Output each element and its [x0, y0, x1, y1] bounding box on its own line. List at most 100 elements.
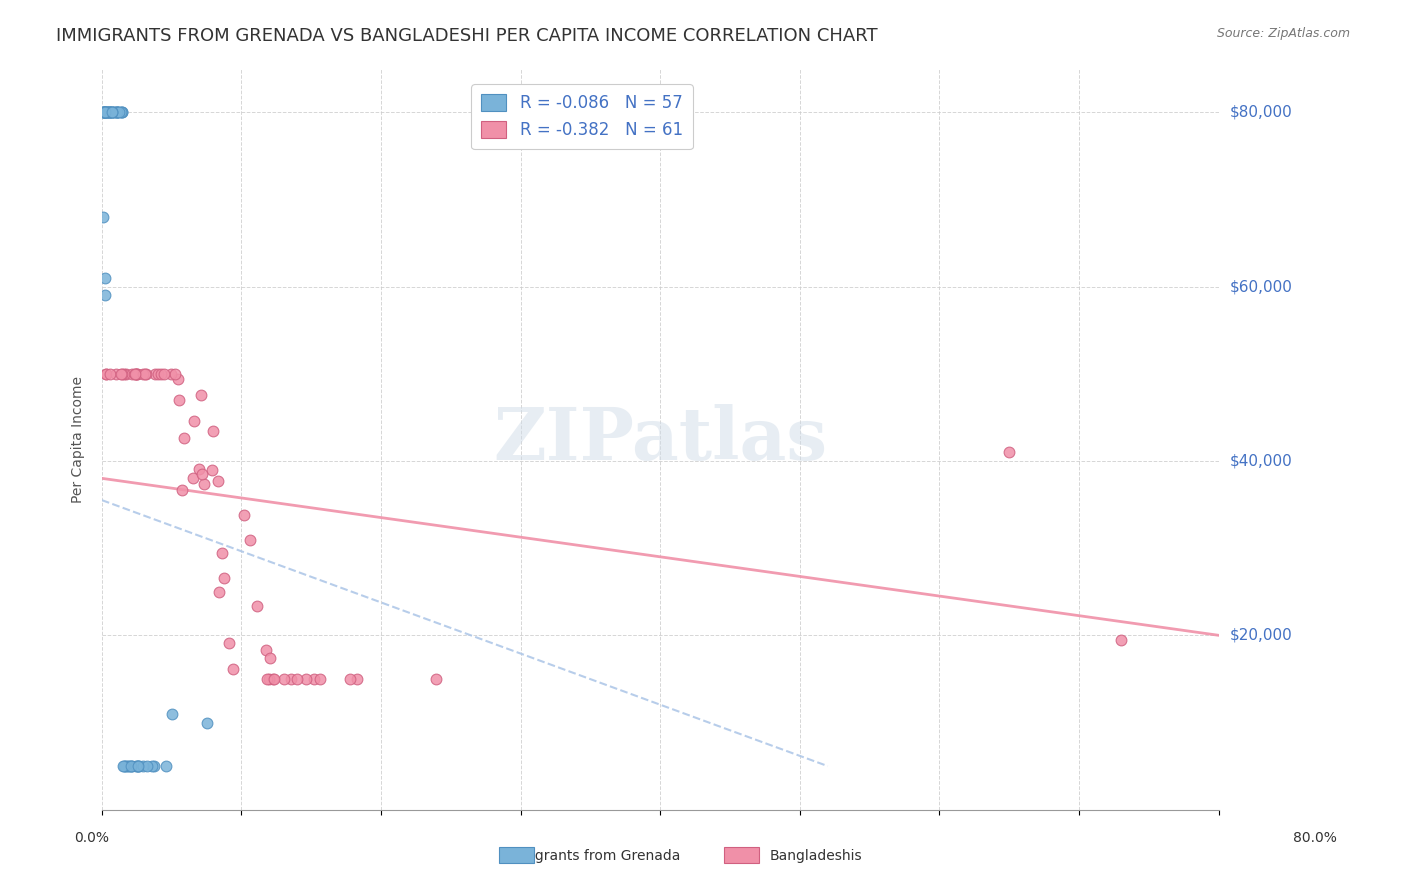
- Point: [143, 367, 166, 381]
- Point: [101, 105, 124, 120]
- Text: 80.0%: 80.0%: [1292, 831, 1337, 846]
- Point: [207, 474, 229, 488]
- Point: [114, 759, 136, 773]
- Point: [141, 759, 163, 773]
- Point: [262, 672, 284, 686]
- Point: [93, 105, 115, 120]
- Point: [111, 759, 134, 773]
- Text: 0.0%: 0.0%: [75, 831, 108, 846]
- Point: [101, 105, 124, 120]
- Point: [107, 105, 129, 120]
- Point: [98, 105, 121, 120]
- Point: [273, 672, 295, 686]
- Point: [94, 367, 117, 381]
- Point: [120, 759, 142, 773]
- Point: [100, 105, 122, 120]
- Point: [111, 105, 134, 120]
- Point: [160, 706, 183, 721]
- Point: [132, 367, 155, 381]
- Text: $20,000: $20,000: [1230, 628, 1292, 643]
- Point: [166, 372, 188, 386]
- Point: [257, 672, 280, 686]
- Point: [121, 367, 143, 381]
- Point: [107, 105, 129, 120]
- Point: [131, 759, 153, 773]
- Point: [165, 367, 187, 381]
- Point: [98, 105, 121, 120]
- Point: [239, 533, 262, 547]
- Point: [105, 105, 128, 120]
- Point: [125, 367, 148, 381]
- Text: ZIPatlas: ZIPatlas: [494, 403, 827, 475]
- Point: [160, 367, 183, 381]
- Point: [125, 367, 148, 381]
- Point: [98, 367, 121, 381]
- Point: [211, 547, 233, 561]
- Point: [98, 105, 121, 120]
- Point: [127, 367, 149, 381]
- Point: [104, 367, 127, 381]
- Legend: R = -0.086   N = 57, R = -0.382   N = 61: R = -0.086 N = 57, R = -0.382 N = 61: [471, 84, 693, 149]
- Y-axis label: Per Capita Income: Per Capita Income: [72, 376, 86, 502]
- Point: [112, 367, 135, 381]
- Point: [124, 367, 146, 381]
- Point: [115, 759, 138, 773]
- Point: [134, 367, 156, 381]
- Point: [94, 105, 117, 120]
- Point: [188, 462, 211, 476]
- Point: [125, 759, 148, 773]
- Point: [127, 759, 149, 773]
- Point: [170, 483, 193, 497]
- Point: [127, 759, 149, 773]
- Point: [302, 672, 325, 686]
- Point: [110, 105, 132, 120]
- Point: [285, 672, 308, 686]
- Point: [128, 759, 150, 773]
- Point: [191, 467, 214, 482]
- Text: IMMIGRANTS FROM GRENADA VS BANGLADESHI PER CAPITA INCOME CORRELATION CHART: IMMIGRANTS FROM GRENADA VS BANGLADESHI P…: [56, 27, 877, 45]
- Point: [112, 759, 135, 773]
- Point: [93, 288, 115, 302]
- Point: [96, 105, 118, 120]
- Point: [103, 105, 125, 120]
- Point: [143, 759, 166, 773]
- Point: [93, 270, 115, 285]
- Point: [100, 105, 122, 120]
- Point: [173, 431, 195, 445]
- Point: [998, 445, 1021, 459]
- Point: [93, 105, 115, 120]
- Point: [280, 672, 302, 686]
- Point: [103, 105, 125, 120]
- Point: [96, 105, 118, 120]
- Point: [94, 367, 117, 381]
- Point: [110, 367, 132, 381]
- Point: [98, 105, 121, 120]
- Point: [190, 387, 212, 401]
- Point: [246, 599, 269, 613]
- Point: [110, 367, 132, 381]
- Point: [195, 715, 218, 730]
- Point: [124, 367, 146, 381]
- Point: [218, 636, 240, 650]
- Text: Bangladeshis: Bangladeshis: [769, 849, 862, 863]
- Point: [135, 367, 157, 381]
- Point: [222, 662, 245, 676]
- Point: [96, 105, 118, 120]
- Point: [125, 759, 148, 773]
- Point: [153, 367, 176, 381]
- Point: [120, 759, 142, 773]
- Point: [155, 759, 177, 773]
- Point: [183, 414, 205, 428]
- Point: [308, 672, 330, 686]
- Point: [91, 105, 114, 120]
- Text: Source: ZipAtlas.com: Source: ZipAtlas.com: [1216, 27, 1350, 40]
- Text: $40,000: $40,000: [1230, 453, 1292, 468]
- Point: [202, 424, 225, 438]
- Point: [256, 672, 278, 686]
- Point: [93, 105, 115, 120]
- Point: [136, 759, 159, 773]
- Point: [339, 672, 361, 686]
- Point: [167, 392, 190, 407]
- Point: [425, 672, 447, 686]
- Text: Immigrants from Grenada: Immigrants from Grenada: [501, 849, 681, 863]
